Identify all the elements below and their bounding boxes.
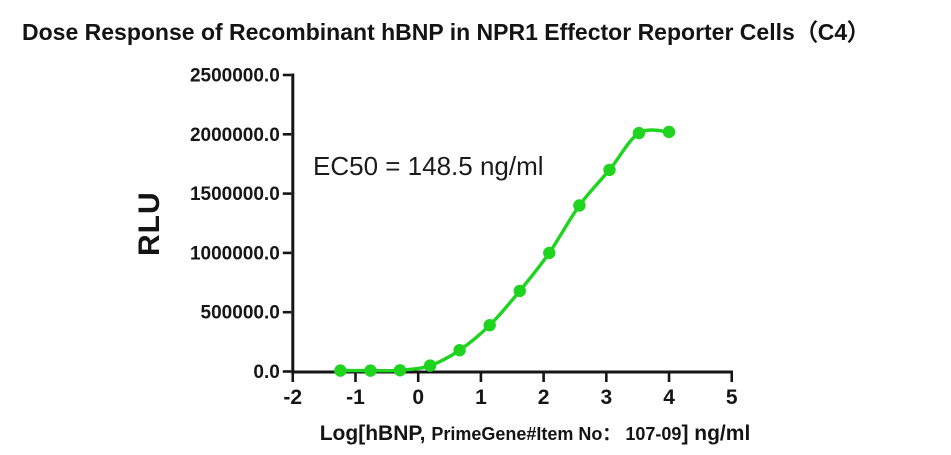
x-axis-title-part3: ] ng/ml [681, 422, 751, 445]
data-point [543, 246, 556, 260]
chart-title: Dose Response of Recombinant hBNP in NPR… [22, 19, 871, 45]
x-tick-label: 5 [726, 386, 738, 409]
x-tick-label: 0 [412, 386, 424, 409]
data-point [603, 163, 616, 177]
y-tick-label: 1000000.0 [190, 243, 280, 264]
x-tick-label: 3 [600, 386, 612, 409]
data-point [662, 125, 676, 139]
x-axis-title: Log[hBNP, PrimeGene#Item No： 107-09] ng/… [235, 420, 835, 446]
data-point [483, 319, 496, 332]
x-tick-label: 2 [538, 386, 550, 409]
y-axis-title: RLU [133, 191, 166, 256]
data-point [573, 199, 586, 212]
data-point [632, 126, 646, 140]
x-axis-title-part2: PrimeGene#Item No： 107-09 [431, 424, 682, 444]
data-point [513, 284, 526, 298]
y-tick-label: 2500000.0 [190, 66, 280, 87]
x-tick-label: -2 [283, 386, 302, 409]
x-tick-label: 4 [663, 386, 675, 409]
y-tick-label: 1500000.0 [190, 184, 280, 205]
x-axis-title-part1: Log[hBNP, [319, 422, 432, 445]
y-tick-label: 2000000.0 [190, 125, 280, 146]
ec50-annotation: EC50 = 148.5 ng/ml [313, 151, 544, 181]
x-tick-label: 1 [475, 386, 487, 409]
x-tick-label: -1 [346, 386, 365, 409]
y-tick-label: 0.0 [253, 362, 279, 383]
y-tick-label: 500000.0 [201, 303, 280, 324]
data-point [334, 364, 347, 377]
data-point [423, 359, 437, 372]
data-point [453, 344, 466, 357]
data-point [364, 364, 377, 377]
data-point [393, 364, 407, 377]
